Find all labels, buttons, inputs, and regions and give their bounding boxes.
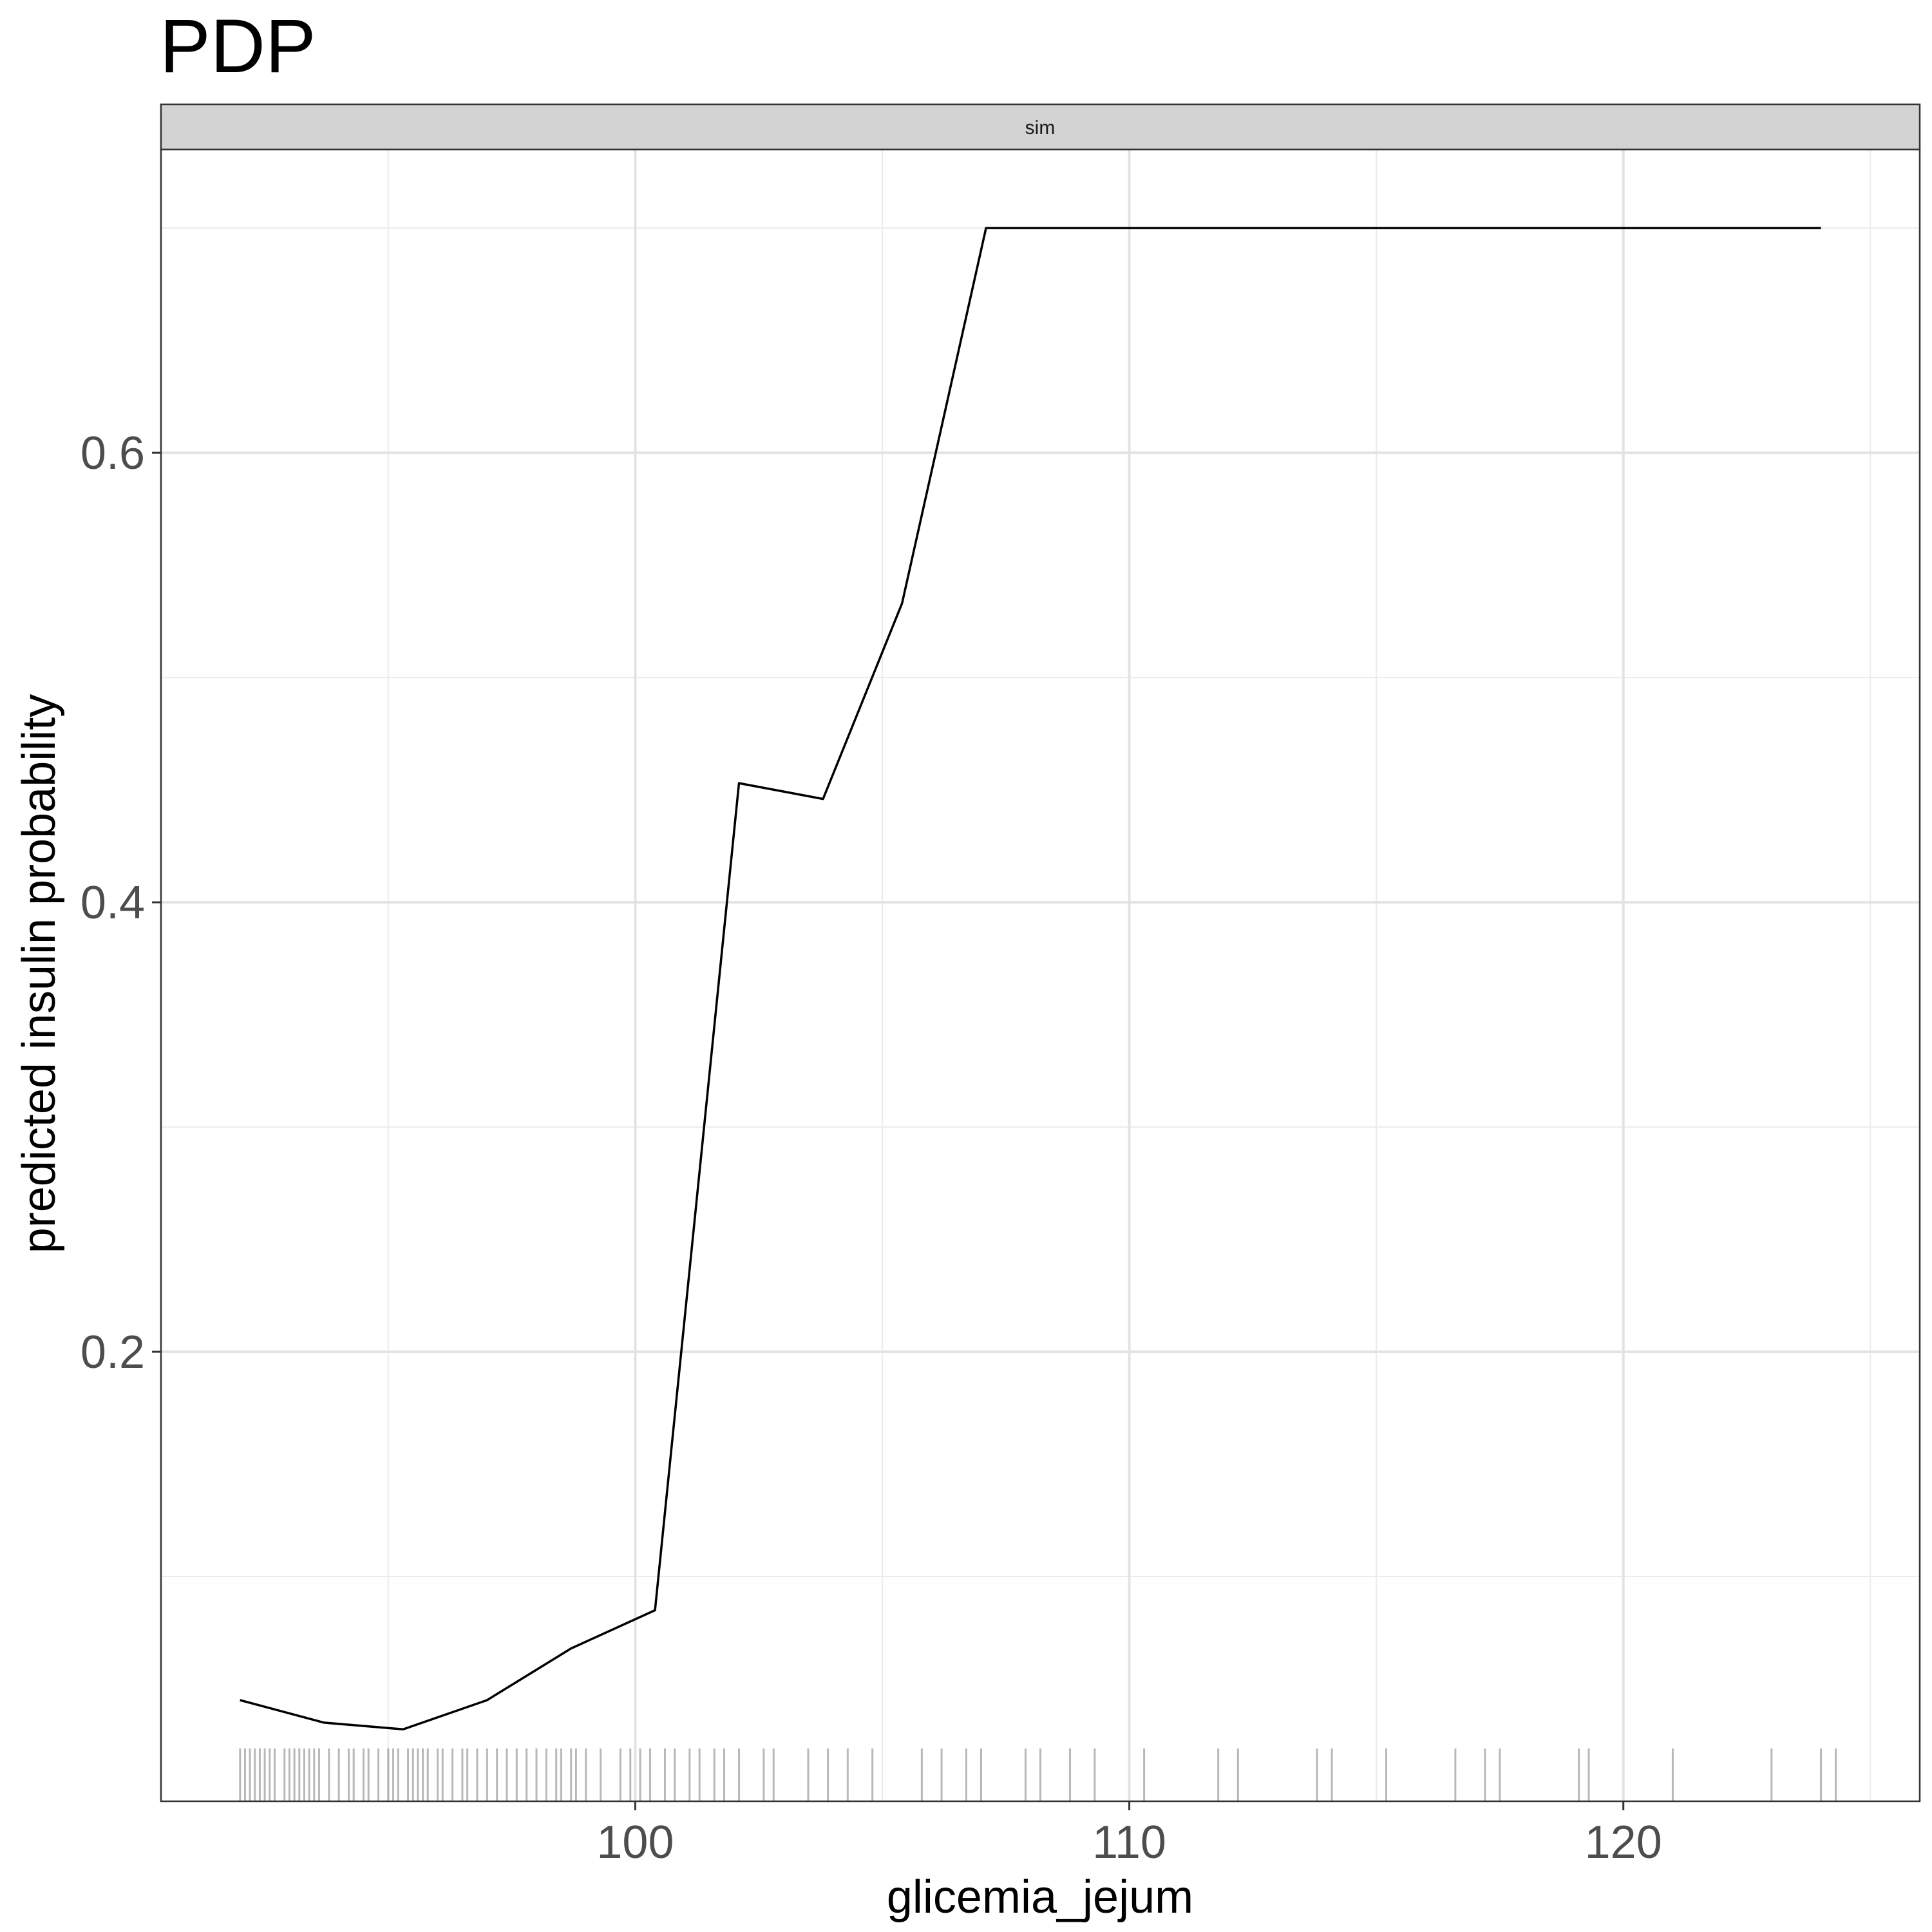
line-layer bbox=[240, 227, 1821, 1731]
facet-strip-label: sim bbox=[1025, 117, 1056, 138]
rug-layer bbox=[239, 1748, 1837, 1801]
series-line bbox=[240, 227, 1821, 1731]
tick-layer: 100 110 120 0.2 0.4 0.6 bbox=[80, 428, 1662, 1868]
facet-strip: sim bbox=[160, 103, 1921, 151]
x-tick-label: 120 bbox=[1585, 1817, 1662, 1868]
y-tick-label: 0.6 bbox=[80, 428, 145, 479]
x-tick-label: 100 bbox=[596, 1817, 674, 1868]
y-tick-label: 0.4 bbox=[80, 877, 145, 929]
x-tick-label: 110 bbox=[1092, 1817, 1166, 1868]
facet-strip-background bbox=[160, 103, 1921, 151]
x-axis-title: glicemia_jejum bbox=[887, 1871, 1193, 1923]
chart-title: PDP bbox=[160, 4, 316, 89]
y-tick-label: 0.2 bbox=[80, 1327, 145, 1378]
y-axis-title: predicted insulin probability bbox=[14, 694, 65, 1254]
grid-layer bbox=[161, 149, 1920, 1801]
